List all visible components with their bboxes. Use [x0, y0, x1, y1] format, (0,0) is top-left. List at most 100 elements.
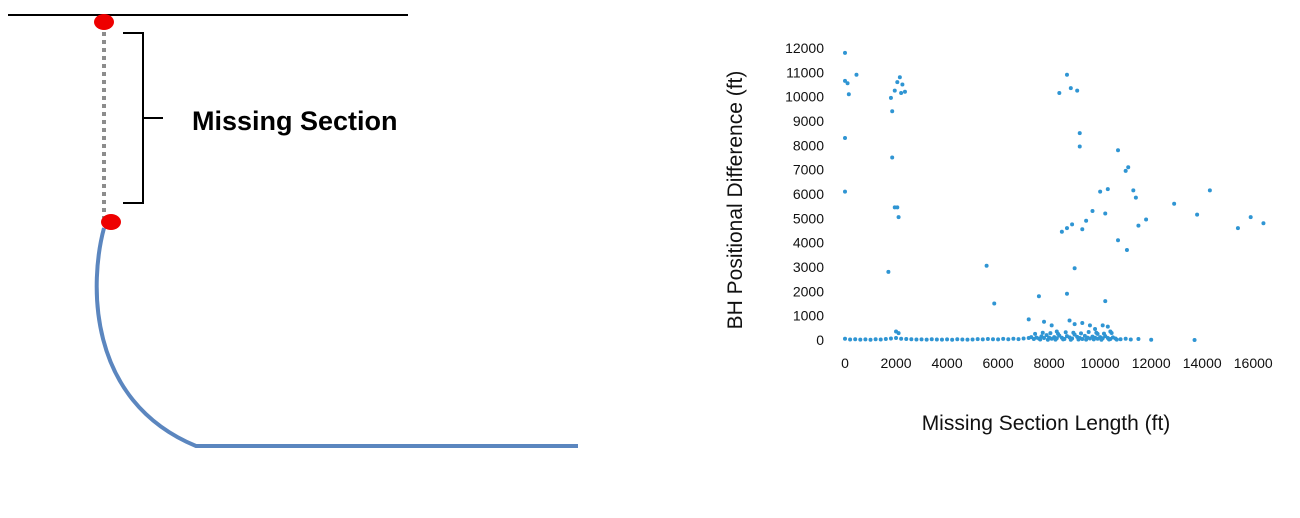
- scatter-point: [1094, 330, 1099, 335]
- scatter-point: [1021, 336, 1026, 341]
- scatter-point: [1072, 266, 1077, 271]
- scatter-chart: 0 1000 2000 3000 4000 5000 6000 7000 8000 9000 100…: [724, 40, 1273, 435]
- x-tick-label: 16000: [1234, 355, 1273, 371]
- x-tick-label: 12000: [1132, 355, 1171, 371]
- scatter-point: [1049, 323, 1054, 328]
- scatter-point: [970, 337, 975, 342]
- scatter-point: [950, 337, 955, 342]
- scatter-point: [1248, 215, 1253, 220]
- scatter-point: [1107, 337, 1112, 342]
- y-tick-label: 5000: [793, 210, 824, 226]
- scatter-point: [1079, 331, 1084, 336]
- scatter-point: [1084, 218, 1089, 223]
- scatter-point: [1133, 195, 1138, 200]
- scatter-point: [919, 337, 924, 342]
- scatter-point: [1067, 318, 1072, 323]
- scatter-point: [996, 337, 1001, 342]
- x-tick-label: 0: [841, 355, 849, 371]
- scatter-point: [909, 337, 914, 342]
- y-tick-label: 12000: [785, 40, 824, 56]
- scatter-point: [1091, 337, 1096, 342]
- scatter-point: [896, 215, 901, 220]
- x-tick-label: 10000: [1081, 355, 1120, 371]
- scatter-point: [854, 72, 859, 77]
- scatter-point: [975, 337, 980, 342]
- scatter-point: [1090, 209, 1095, 214]
- scatter-point: [1136, 223, 1141, 228]
- missing-section-bracket: [123, 32, 163, 204]
- x-axis-ticks: 0 2000 4000 6000 8000 10000 12000 14000 16000: [841, 355, 1273, 371]
- scatter-point: [1006, 337, 1011, 342]
- scatter-point: [939, 337, 944, 342]
- scatter-point: [848, 337, 853, 342]
- scatter-point: [894, 336, 899, 341]
- scatter-point: [1128, 337, 1133, 342]
- scatter-point: [858, 337, 863, 342]
- y-tick-label: 7000: [793, 162, 824, 178]
- scatter-point: [1038, 337, 1043, 342]
- scatter-point: [899, 91, 904, 96]
- scatter-point: [1109, 330, 1114, 335]
- top-marker: [94, 14, 114, 30]
- scatter-point: [1072, 322, 1077, 327]
- y-tick-label: 8000: [793, 137, 824, 153]
- scatter-point: [1136, 337, 1141, 342]
- scatter-point: [888, 336, 893, 341]
- scatter-point: [899, 336, 904, 341]
- y-tick-label: 2000: [793, 283, 824, 299]
- scatter-point: [1026, 317, 1031, 322]
- scatter-point: [960, 337, 965, 342]
- wellbore-path: [94, 227, 578, 448]
- scatter-point: [890, 155, 895, 160]
- scatter-point: [1064, 226, 1069, 231]
- scatter-point: [1126, 165, 1131, 170]
- scatter-point: [1064, 291, 1069, 296]
- scatter-point: [1042, 336, 1047, 341]
- x-tick-label: 14000: [1183, 355, 1222, 371]
- scatter-point: [1061, 337, 1066, 342]
- scatter-point: [1192, 338, 1197, 342]
- scatter-points: [843, 50, 1266, 342]
- scatter-point: [924, 337, 929, 342]
- scatter-point: [1071, 330, 1076, 335]
- scatter-point: [1076, 337, 1081, 342]
- scatter-point: [902, 89, 907, 94]
- y-axis-ticks: 0 1000 2000 3000 4000 5000 6000 7000 8000 9000 100…: [785, 40, 824, 348]
- scatter-point: [980, 337, 985, 342]
- scatter-point: [895, 80, 900, 85]
- scatter-point: [1099, 337, 1104, 342]
- scatter-point: [1207, 188, 1212, 193]
- scatter-point: [1124, 247, 1129, 252]
- scatter-point: [1042, 319, 1047, 324]
- scatter-point: [1040, 330, 1045, 335]
- y-tick-label: 10000: [785, 89, 824, 105]
- scatter-point: [1101, 331, 1106, 336]
- scatter-point: [1080, 320, 1085, 325]
- y-tick-label: 4000: [793, 235, 824, 251]
- scatter-point: [1057, 91, 1062, 96]
- scatter-point: [1059, 229, 1064, 234]
- scatter-point: [1123, 336, 1128, 341]
- scatter-point: [896, 331, 901, 336]
- scatter-point: [1105, 187, 1110, 192]
- scatter-point: [904, 337, 909, 342]
- scatter-point: [843, 136, 847, 141]
- scatter-point: [895, 205, 900, 210]
- scatter-point: [1114, 337, 1119, 342]
- scatter-point: [1103, 211, 1108, 216]
- scatter-point: [1235, 226, 1240, 231]
- scatter-point: [1086, 329, 1091, 334]
- scatter-point: [1075, 88, 1080, 93]
- scatter-point: [934, 337, 939, 342]
- scatter-point: [1053, 337, 1058, 342]
- scatter-point: [1116, 238, 1121, 243]
- scatter-point: [1172, 201, 1177, 206]
- scatter-point: [1068, 337, 1073, 342]
- scatter-point: [914, 337, 919, 342]
- scatter-point: [1056, 331, 1061, 336]
- y-axis-label: BH Positional Difference (ft): [724, 71, 747, 330]
- scatter-point: [1118, 337, 1123, 342]
- missing-section-label: Missing Section: [192, 106, 398, 136]
- scatter-point: [1084, 337, 1089, 342]
- scatter-point: [843, 78, 847, 83]
